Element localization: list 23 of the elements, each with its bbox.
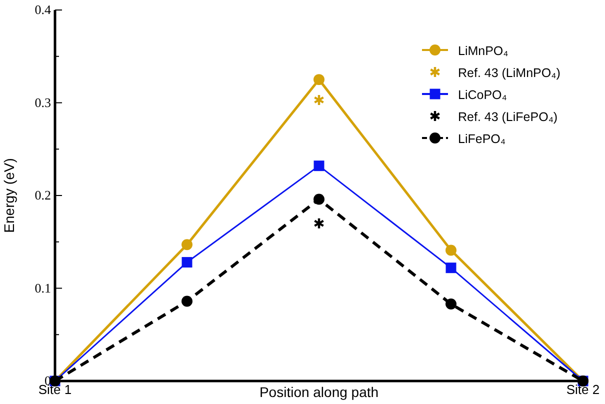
- legend-label: Ref. 43 (LiFePO₄): [458, 110, 558, 124]
- legend-label: LiMnPO₄: [458, 44, 508, 58]
- legend-label: LiCoPO₄: [458, 88, 507, 102]
- legend-label: LiFePO₄: [458, 132, 506, 146]
- legend-label: Ref. 43 (LiMnPO₄): [458, 66, 560, 80]
- point: [446, 262, 456, 274]
- y-tick-label: 0.1: [34, 280, 51, 296]
- point: [446, 298, 456, 310]
- y-tick-label: 0.4: [34, 2, 52, 18]
- x-axis-title: Position along path: [259, 384, 379, 400]
- point: [314, 74, 324, 86]
- x-tick-label: Site 2: [566, 382, 600, 398]
- point: [446, 244, 456, 256]
- point: [314, 194, 324, 205]
- point: [314, 94, 324, 106]
- y-axis-title: Energy (eV): [1, 158, 17, 233]
- y-tick-label: 0.2: [34, 188, 51, 203]
- point: [314, 160, 324, 172]
- y-tick-label: 0.3: [34, 94, 51, 110]
- point: [182, 296, 192, 307]
- point: [182, 257, 192, 268]
- point: [314, 217, 324, 230]
- point: [182, 239, 192, 250]
